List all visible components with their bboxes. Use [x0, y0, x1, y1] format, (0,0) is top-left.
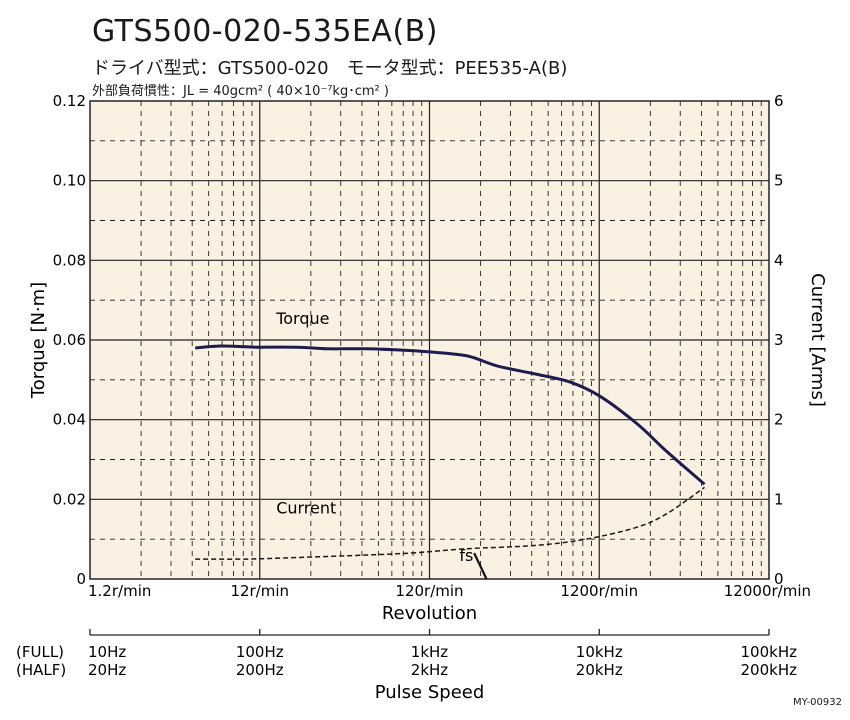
fs-marker-line [473, 552, 488, 580]
y-tick-label: 0.04 [53, 411, 86, 429]
y-tick-label: 0.10 [53, 172, 86, 190]
y-tick-label: 0.08 [53, 251, 86, 269]
annotation-current: Current [276, 498, 336, 517]
y-axis-title: Torque [N·m] [28, 282, 49, 399]
pulse-full-label: 10kHz [576, 643, 623, 661]
document-code: MY-00932 [793, 697, 842, 708]
y2-tick-label: 5 [774, 172, 784, 190]
pulse-full-label: 100kHz [741, 643, 798, 661]
x-tick-label: 120r/min [395, 582, 463, 600]
annotation-fs: fs [459, 546, 473, 565]
y2-tick-label: 1 [774, 490, 784, 508]
series-line-current [195, 486, 705, 560]
annotation-torque: Torque [275, 309, 329, 328]
y-tick-label: 0.06 [53, 331, 86, 349]
y2-tick-label: 6 [774, 92, 784, 110]
x-tick-label: 12000r/min [724, 582, 811, 600]
pulse-half-label: 200kHz [741, 661, 798, 679]
y2-tick-label: 0 [774, 570, 784, 588]
pulse-speed-title: Pulse Speed [375, 682, 485, 703]
series-line-torque [195, 344, 706, 486]
pulse-full-label: 1kHz [411, 643, 449, 661]
pulse-half-label: 200Hz [236, 661, 284, 679]
x-tick-label: 1.2r/min [88, 582, 151, 600]
y2-axis-title: Current [Arms] [807, 273, 828, 407]
half-step-label: (HALF) [16, 661, 66, 679]
x-tick-label: 12r/min [230, 582, 289, 600]
chart-subtitle: ドライバ型式：GTS500-020 モータ型式：PEE535-A(B) [92, 58, 568, 79]
pulse-half-label: 2kHz [411, 661, 449, 679]
y-tick-label: 0 [76, 570, 86, 588]
pulse-half-label: 20Hz [88, 661, 126, 679]
chart-title: GTS500-020-535EA(B) [92, 14, 438, 49]
y2-tick-label: 4 [774, 251, 784, 269]
full-step-label: (FULL) [16, 643, 64, 661]
x-tick-label: 1200r/min [560, 582, 638, 600]
pulse-full-label: 100Hz [236, 643, 284, 661]
pulse-full-label: 10Hz [88, 643, 126, 661]
pulse-half-label: 20kHz [576, 661, 623, 679]
x-axis-title: Revolution [382, 603, 477, 624]
y2-tick-label: 2 [774, 411, 784, 429]
y2-tick-label: 3 [774, 331, 784, 349]
y-tick-label: 0.12 [53, 92, 86, 110]
inertia-note: 外部負荷慣性：JL = 40gcm² ( 40×10⁻⁷kg･cm² ) [92, 84, 389, 99]
y-tick-label: 0.02 [53, 490, 86, 508]
plot-frame [89, 100, 770, 580]
